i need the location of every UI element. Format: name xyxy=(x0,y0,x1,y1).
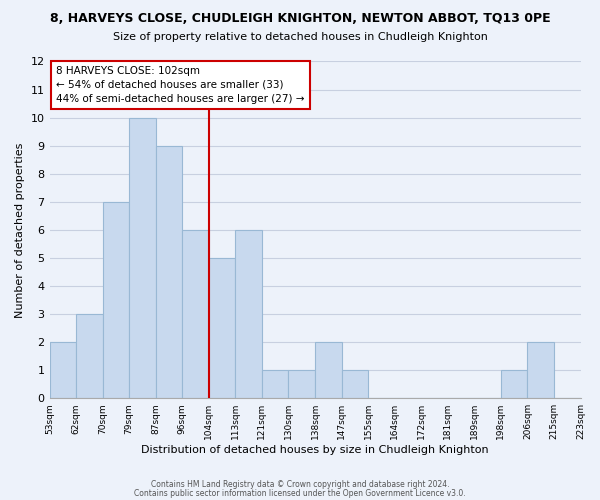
Text: 8 HARVEYS CLOSE: 102sqm
← 54% of detached houses are smaller (33)
44% of semi-de: 8 HARVEYS CLOSE: 102sqm ← 54% of detache… xyxy=(56,66,305,104)
Bar xyxy=(341,370,368,398)
Text: Contains public sector information licensed under the Open Government Licence v3: Contains public sector information licen… xyxy=(134,489,466,498)
Bar xyxy=(235,230,262,398)
Y-axis label: Number of detached properties: Number of detached properties xyxy=(15,142,25,318)
X-axis label: Distribution of detached houses by size in Chudleigh Knighton: Distribution of detached houses by size … xyxy=(141,445,489,455)
Text: 8, HARVEYS CLOSE, CHUDLEIGH KNIGHTON, NEWTON ABBOT, TQ13 0PE: 8, HARVEYS CLOSE, CHUDLEIGH KNIGHTON, NE… xyxy=(50,12,550,26)
Bar xyxy=(156,146,182,398)
Bar xyxy=(50,342,76,398)
Bar xyxy=(209,258,235,398)
Bar xyxy=(289,370,315,398)
Bar xyxy=(315,342,341,398)
Bar xyxy=(527,342,554,398)
Bar xyxy=(76,314,103,398)
Text: Size of property relative to detached houses in Chudleigh Knighton: Size of property relative to detached ho… xyxy=(113,32,487,42)
Text: Contains HM Land Registry data © Crown copyright and database right 2024.: Contains HM Land Registry data © Crown c… xyxy=(151,480,449,489)
Bar xyxy=(501,370,527,398)
Bar xyxy=(182,230,209,398)
Bar xyxy=(103,202,129,398)
Bar xyxy=(129,118,156,398)
Bar xyxy=(262,370,289,398)
